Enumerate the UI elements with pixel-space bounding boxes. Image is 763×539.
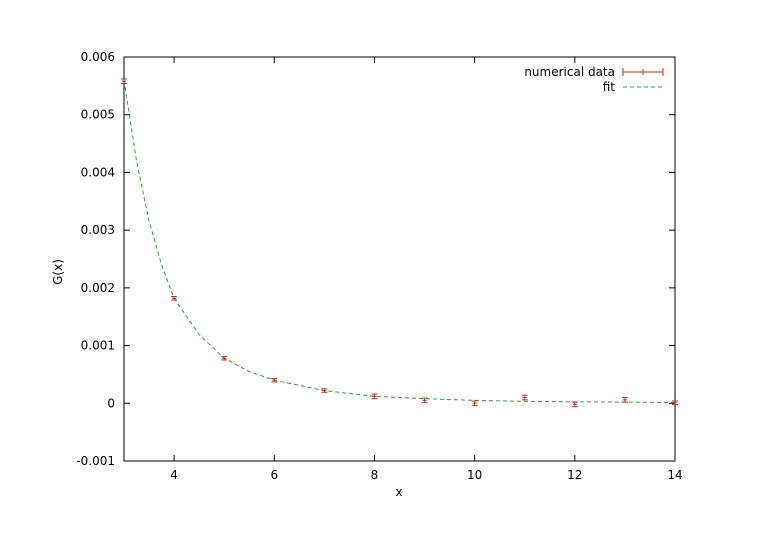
- data-point: [221, 356, 228, 361]
- y-tick-label: 0.004: [81, 165, 115, 179]
- data-point: [521, 394, 528, 401]
- fit-curve: [123, 80, 676, 403]
- y-tick-label: 0: [107, 396, 115, 410]
- data-point: [471, 400, 478, 407]
- y-axis-label: G(x): [51, 259, 65, 285]
- x-tick-label: 14: [667, 468, 682, 482]
- x-tick-label: 12: [567, 468, 582, 482]
- data-point: [371, 393, 378, 400]
- y-tick-label: 0.002: [81, 281, 115, 295]
- legend-label-fit: fit: [603, 80, 616, 94]
- data-point: [672, 400, 678, 405]
- y-tick-label: 0.005: [81, 108, 115, 122]
- data-point: [271, 377, 278, 383]
- data-point: [121, 78, 127, 85]
- x-tick-label: 4: [170, 468, 178, 482]
- y-tick-label: 0.003: [81, 223, 115, 237]
- x-axis-label: x: [395, 485, 402, 499]
- data-point: [421, 397, 428, 404]
- y-axis-ticks: -0.001 0 0.001 0.002 0.003 0.004 0.005 0.006: [76, 50, 675, 468]
- x-tick-label: 10: [467, 468, 482, 482]
- data-point: [621, 397, 628, 403]
- data-point: [171, 296, 178, 301]
- x-tick-label: 6: [270, 468, 278, 482]
- x-tick-label: 8: [371, 468, 379, 482]
- y-tick-label: 0.001: [81, 339, 115, 353]
- fit-layer: [123, 80, 676, 403]
- legend: numerical data fit: [524, 65, 664, 94]
- data-point: [571, 401, 578, 408]
- y-tick-label: -0.001: [76, 454, 115, 468]
- legend-symbol-numerical-data: [622, 68, 664, 76]
- legend-label-numerical-data: numerical data: [524, 65, 615, 79]
- data-points-layer: [121, 78, 678, 408]
- data-point: [321, 388, 328, 393]
- plot-frame: [123, 56, 676, 462]
- x-axis-ticks: 4 6 8 10 12 14: [170, 57, 683, 482]
- y-tick-label: 0.006: [81, 50, 115, 64]
